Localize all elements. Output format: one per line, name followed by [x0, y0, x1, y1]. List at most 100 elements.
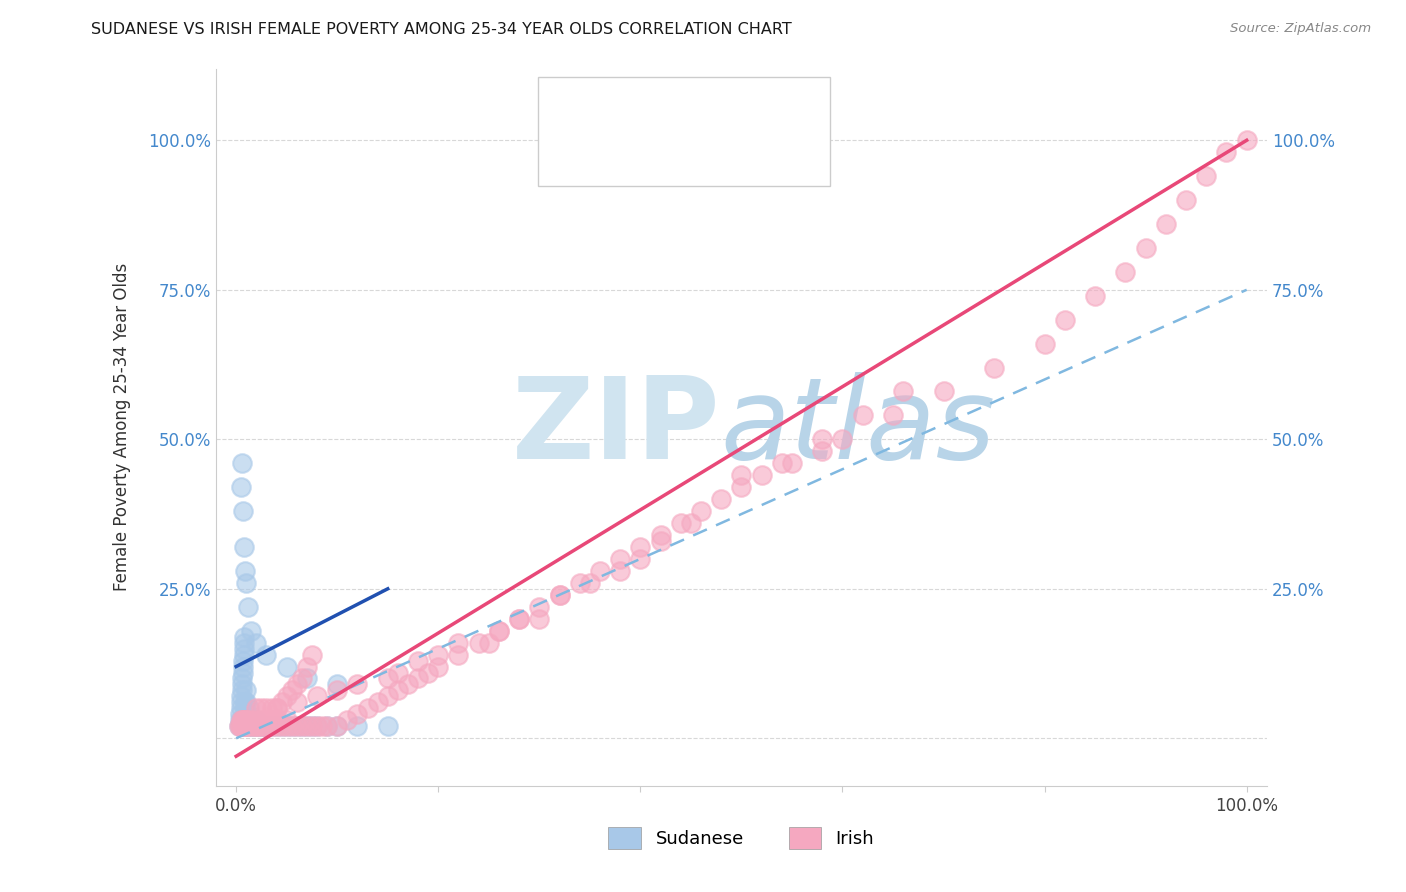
Point — [730, 480, 752, 494]
Point — [231, 695, 253, 709]
Point — [245, 635, 267, 649]
Point — [232, 714, 254, 728]
Point — [291, 719, 314, 733]
Point — [690, 504, 713, 518]
Point — [233, 714, 256, 728]
Point — [266, 719, 288, 733]
Point — [882, 409, 904, 423]
Point — [1175, 193, 1198, 207]
Text: 0.749: 0.749 — [647, 145, 703, 162]
Text: atlas: atlas — [720, 372, 995, 483]
Point — [245, 719, 267, 733]
Text: ZIP: ZIP — [512, 372, 720, 483]
Point — [233, 701, 256, 715]
Point — [233, 630, 256, 644]
Point — [301, 719, 323, 733]
Point — [250, 701, 273, 715]
Point — [377, 690, 399, 704]
Text: N =: N = — [721, 145, 761, 162]
Point — [1114, 265, 1136, 279]
Point — [316, 719, 339, 733]
Point — [346, 677, 368, 691]
Point — [346, 719, 368, 733]
Point — [245, 714, 267, 728]
Point — [232, 659, 254, 673]
Point — [238, 599, 260, 614]
Point — [751, 468, 773, 483]
Point — [266, 719, 288, 733]
Point — [240, 719, 263, 733]
Point — [377, 672, 399, 686]
Point — [235, 719, 257, 733]
Point — [326, 719, 349, 733]
Text: N =: N = — [721, 116, 761, 134]
Point — [238, 719, 260, 733]
Point — [250, 714, 273, 728]
Point — [245, 719, 267, 733]
Point — [280, 683, 302, 698]
Point — [932, 384, 955, 399]
Point — [548, 588, 571, 602]
Point — [233, 540, 256, 554]
Point — [811, 444, 834, 458]
Point — [478, 635, 501, 649]
Point — [285, 695, 308, 709]
Point — [231, 719, 253, 733]
Point — [508, 612, 530, 626]
Point — [326, 677, 349, 691]
Point — [233, 648, 256, 662]
Point — [488, 624, 510, 638]
Point — [1215, 145, 1237, 160]
Point — [628, 540, 651, 554]
Point — [231, 701, 253, 715]
Point — [305, 719, 328, 733]
Point — [529, 612, 551, 626]
Point — [467, 635, 489, 649]
Point — [238, 719, 260, 733]
Point — [609, 552, 631, 566]
Point — [231, 719, 253, 733]
Point — [245, 701, 267, 715]
Point — [387, 665, 409, 680]
Text: Source: ZipAtlas.com: Source: ZipAtlas.com — [1230, 22, 1371, 36]
Point — [276, 690, 298, 704]
Point — [231, 690, 253, 704]
Point — [406, 672, 429, 686]
Point — [418, 665, 440, 680]
Point — [266, 701, 288, 715]
Point — [831, 432, 853, 446]
Point — [228, 719, 250, 733]
Point — [447, 648, 470, 662]
Point — [250, 719, 273, 733]
Legend: Sudanese, Irish: Sudanese, Irish — [602, 820, 882, 856]
Point — [650, 528, 672, 542]
Point — [235, 575, 257, 590]
Point — [240, 624, 263, 638]
Point — [529, 599, 551, 614]
Point — [260, 714, 283, 728]
Point — [291, 672, 314, 686]
Point — [231, 683, 253, 698]
Point — [238, 714, 260, 728]
Point — [260, 719, 283, 733]
Point — [280, 719, 302, 733]
Text: 122: 122 — [766, 145, 804, 162]
Point — [1154, 217, 1177, 231]
Point — [387, 683, 409, 698]
Point — [679, 516, 702, 530]
Point — [285, 719, 308, 733]
Point — [233, 695, 256, 709]
Point — [242, 714, 264, 728]
Point — [276, 714, 298, 728]
Point — [240, 719, 263, 733]
Point — [231, 480, 253, 494]
Point — [326, 683, 349, 698]
Point — [770, 456, 793, 470]
Point — [232, 504, 254, 518]
Point — [231, 677, 253, 691]
Point — [447, 635, 470, 649]
Point — [295, 672, 318, 686]
Point — [609, 564, 631, 578]
Text: R =: R = — [591, 145, 630, 162]
Point — [233, 641, 256, 656]
